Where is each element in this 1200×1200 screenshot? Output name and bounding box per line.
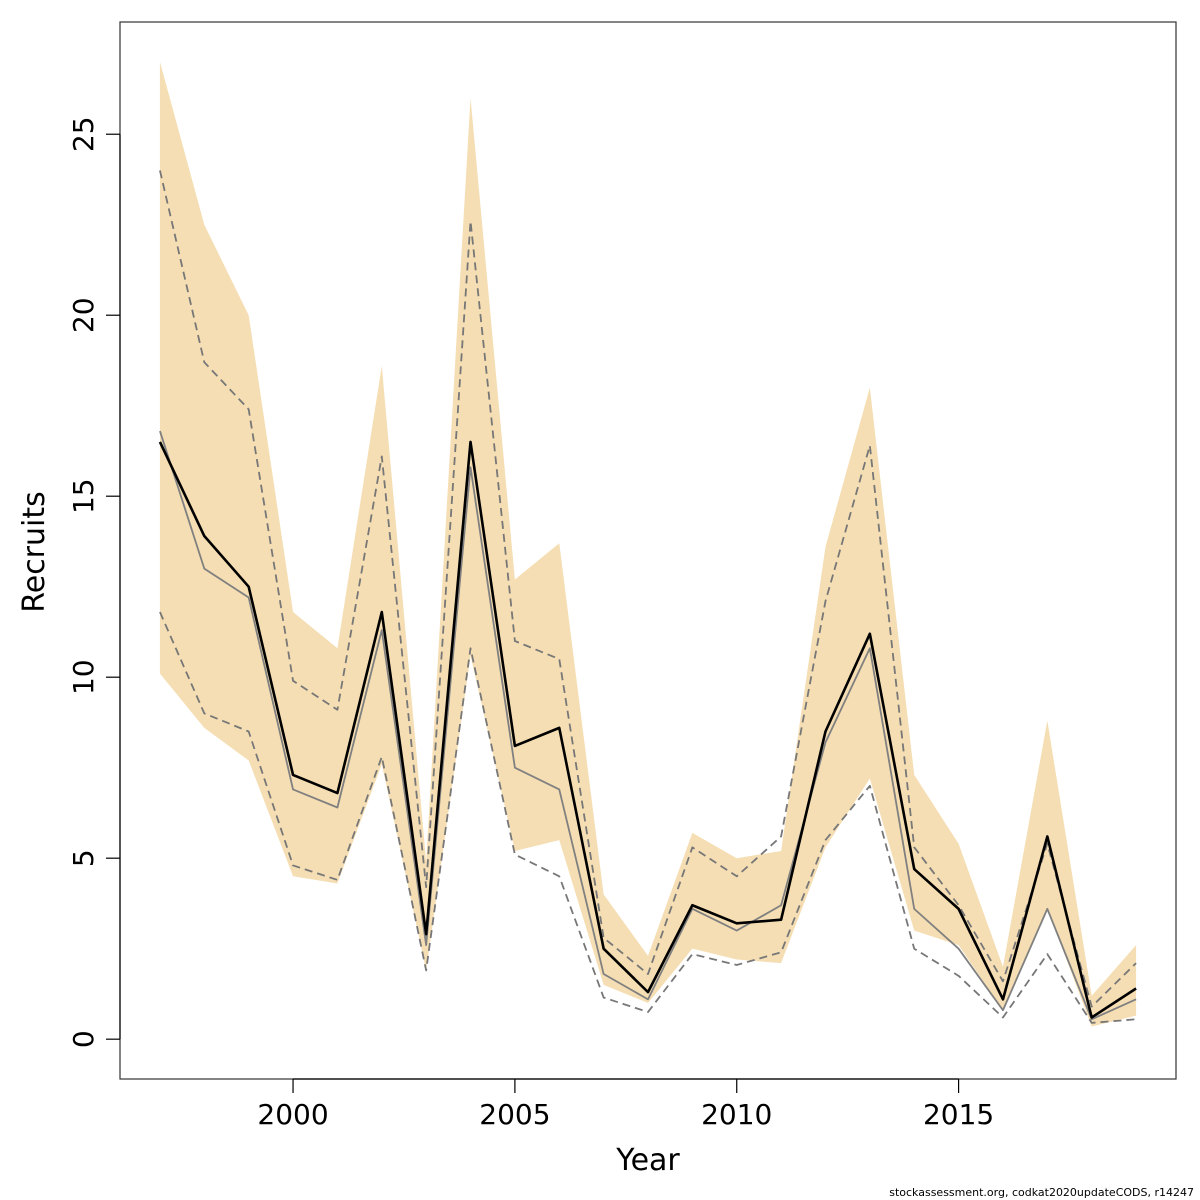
- y-tick-label: 0: [67, 1030, 100, 1048]
- y-tick-label: 5: [67, 849, 100, 867]
- dashed-upper-line: [159, 170, 1137, 1008]
- x-axis: 2000 2005 2010 2015: [257, 1078, 994, 1131]
- dashed-lower-line: [159, 611, 1137, 1024]
- x-tick-label: 2000: [257, 1098, 328, 1131]
- y-axis: 0 5 10 15 20 25: [67, 116, 121, 1048]
- series-lines-layer: [158, 170, 1137, 1024]
- confidence-band: [159, 61, 1137, 1027]
- y-tick-label: 20: [67, 297, 100, 333]
- y-tick-label: 15: [67, 478, 100, 514]
- x-tick-label: 2005: [479, 1098, 550, 1131]
- x-tick-label: 2010: [701, 1098, 772, 1131]
- main-estimate-line: [158, 440, 1137, 1019]
- confidence-band-layer: [159, 61, 1137, 1027]
- y-tick-label: 10: [67, 659, 100, 695]
- x-axis-title: Year: [615, 1143, 680, 1178]
- source-caption: stockassessment.org, codkat2020updateCOD…: [889, 1186, 1194, 1199]
- y-tick-label: 25: [67, 116, 100, 152]
- grey-estimate-line: [159, 430, 1137, 1021]
- x-tick-label: 2015: [923, 1098, 994, 1131]
- y-axis-title: Recruits: [17, 491, 52, 613]
